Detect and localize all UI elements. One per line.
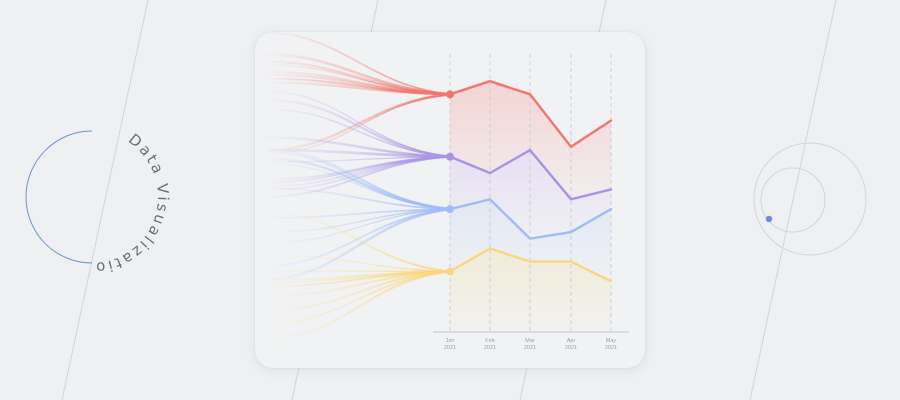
grid-lines xyxy=(449,54,612,332)
start-dot-series-4 xyxy=(446,267,454,276)
tick-label-year-mar: 2021 xyxy=(524,345,536,351)
series-lines xyxy=(448,79,613,283)
diagonal-line-1 xyxy=(61,0,149,400)
flow-curve-series-1 xyxy=(267,71,451,96)
series-line-4 xyxy=(448,247,613,283)
circular-title: Data Visualization xyxy=(0,0,172,277)
flow-curve-series-2 xyxy=(262,89,451,158)
flow-curve-series-4 xyxy=(264,270,451,312)
blue-dot xyxy=(765,215,773,223)
flow-curves xyxy=(260,32,451,339)
start-dot-series-3 xyxy=(446,205,454,214)
flow-curve-series-4 xyxy=(267,270,451,339)
large-circle xyxy=(753,142,867,256)
flow-curve-series-2 xyxy=(266,108,451,158)
tick-label-month-may: May xyxy=(606,338,617,344)
flow-curve-series-3 xyxy=(260,207,451,282)
tick-label-month-apr: Apr xyxy=(567,338,576,344)
start-dot-series-1 xyxy=(446,90,454,99)
flow-curve-series-3 xyxy=(269,208,451,233)
start-dots xyxy=(446,90,454,276)
flow-curve-series-3 xyxy=(267,187,451,211)
area-fills xyxy=(450,81,611,332)
flow-curve-series-4 xyxy=(263,270,451,273)
flow-curve-series-3 xyxy=(263,148,451,210)
area-fill-series-4 xyxy=(450,248,611,332)
tick-label-month-mar: Mar xyxy=(525,338,535,344)
tick-label-year-may: 2021 xyxy=(605,345,617,351)
flow-curve-series-2 xyxy=(266,155,451,181)
flow-curve-series-3 xyxy=(267,163,451,210)
tick-label-month-feb: Feb xyxy=(485,338,494,344)
blue-arc xyxy=(25,130,93,264)
flow-curve-series-2 xyxy=(260,135,451,158)
tick-label-year-feb: 2021 xyxy=(484,345,496,351)
start-dot-series-2 xyxy=(446,152,454,161)
circular-title-text: Data Visualization xyxy=(0,0,170,277)
flow-curve-series-3 xyxy=(265,208,451,244)
flow-curve-series-4 xyxy=(268,270,451,298)
flow-curve-series-1 xyxy=(261,93,451,153)
flow-curve-series-1 xyxy=(261,32,451,96)
flow-curve-series-4 xyxy=(269,254,451,273)
series-line-3 xyxy=(448,197,613,240)
series-line-1 xyxy=(448,79,613,149)
tick-label-year-jan: 2021 xyxy=(444,345,456,351)
flow-curve-series-4 xyxy=(266,212,451,273)
small-circle xyxy=(760,167,826,233)
tick-label-year-apr: 2021 xyxy=(565,345,577,351)
flow-curve-series-3 xyxy=(261,208,451,219)
diagonal-line-4 xyxy=(749,0,837,400)
series-line-2 xyxy=(448,148,613,201)
flow-curve-series-3 xyxy=(261,208,451,268)
chart-card: Jan 2021 Feb 2021 Mar 2021 Apr 2021 May 2021 xyxy=(255,32,645,368)
tick-label-month-jan: Jan xyxy=(446,338,455,344)
